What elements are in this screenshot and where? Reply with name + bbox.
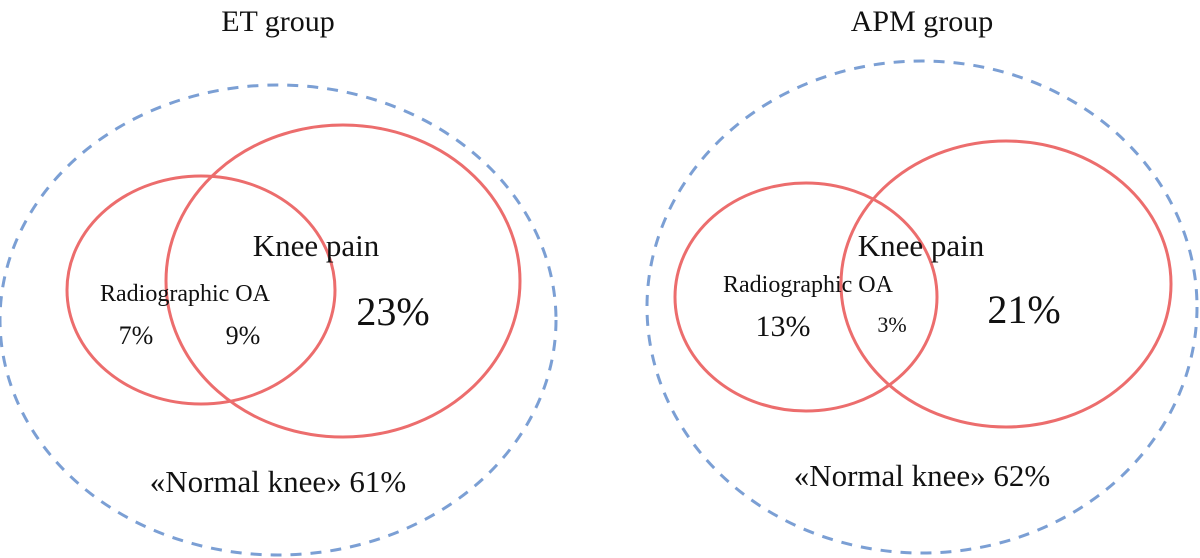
apm-radiographic-oa-circle [673, 181, 939, 413]
apm-radiographic-oa-label: Radiographic OA [723, 272, 894, 298]
et-knee-pain-only-value: 23% [356, 289, 429, 334]
apm-knee-pain-label: Knee pain [858, 228, 985, 263]
et-overlap-value: 9% [226, 321, 261, 350]
apm-normal-knee-outer-circle [645, 59, 1199, 555]
apm-group-title: APM group [851, 5, 994, 38]
et-normal-knee-label: «Normal knee» 61% [150, 464, 407, 499]
et-group-panel: ET group Knee pain Radiographic OA 7% 9%… [0, 5, 558, 557]
apm-knee-pain-only-value: 21% [987, 287, 1060, 332]
et-knee-pain-label: Knee pain [253, 228, 380, 263]
apm-oa-only-value: 13% [756, 310, 811, 343]
apm-group-panel: APM group Knee pain Radiographic OA 13% … [645, 5, 1199, 555]
apm-normal-knee-label: «Normal knee» 62% [794, 458, 1051, 493]
et-normal-knee-outer-circle [0, 83, 558, 557]
apm-knee-pain-circle [839, 139, 1173, 429]
et-oa-only-value: 7% [119, 321, 154, 350]
apm-overlap-value: 3% [877, 312, 906, 337]
et-knee-pain-circle [164, 123, 522, 439]
et-radiographic-oa-label: Radiographic OA [100, 281, 271, 307]
et-group-title: ET group [221, 5, 335, 38]
et-radiographic-oa-circle [65, 174, 337, 406]
